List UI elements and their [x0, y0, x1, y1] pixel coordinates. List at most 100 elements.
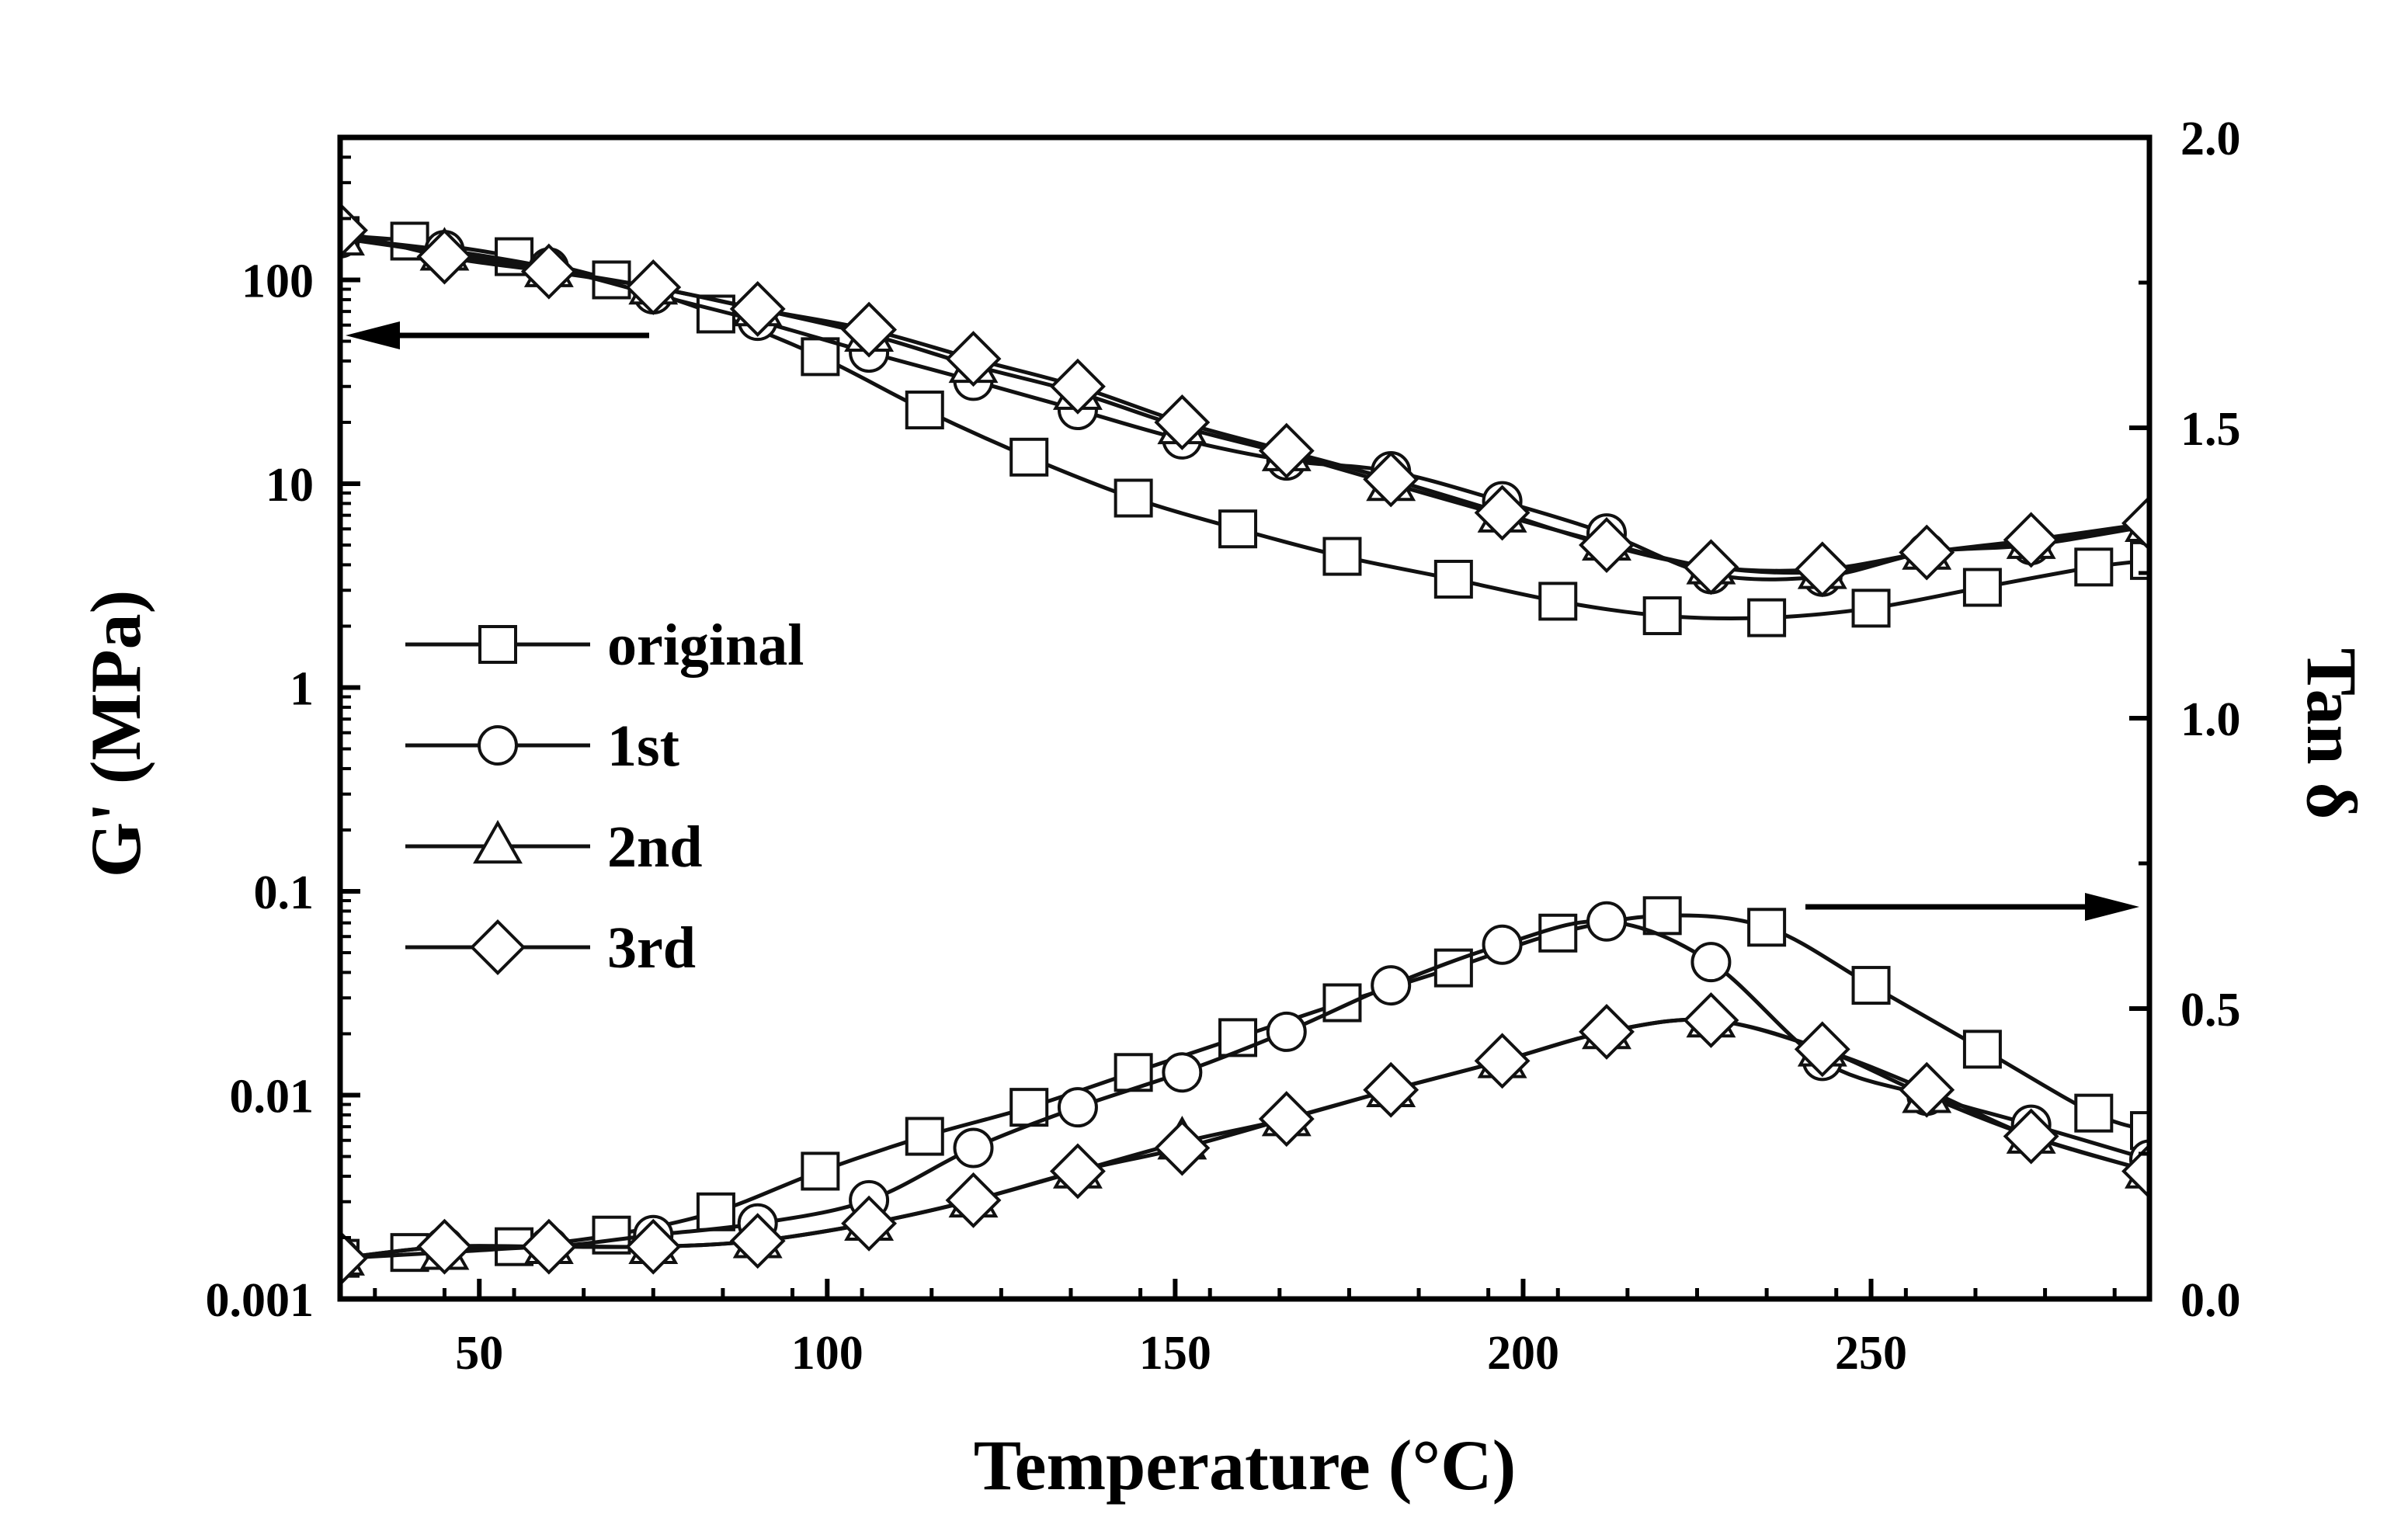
data-point-diamond: [625, 259, 682, 315]
data-point-circle: [1371, 965, 1412, 1006]
data-point-diamond: [1363, 451, 1419, 508]
y-right-tick-label: 0.0: [2180, 1274, 2241, 1327]
data-point-square: [2074, 547, 2114, 587]
y-left-tick-label: 1: [290, 662, 314, 715]
data-point-diamond: [2121, 1143, 2149, 1200]
legend-label: 3rd: [607, 915, 696, 981]
legend: original 1st 2nd 3rd: [405, 613, 804, 981]
y-left-tick-label: 0.001: [206, 1274, 314, 1327]
legend-entry-original: original: [405, 613, 804, 678]
data-point-diamond: [340, 1230, 368, 1287]
y-right-tick-label: 1.5: [2180, 403, 2241, 456]
x-axis-title: Temperature (°C): [974, 1426, 1517, 1505]
data-point-diamond: [1258, 422, 1315, 479]
series-3rd-storage-modulus: [340, 202, 2149, 598]
legend-marker-square-icon: [478, 625, 517, 664]
data-point-diamond: [945, 331, 1002, 387]
y-left-tick-label: 0.01: [230, 1070, 314, 1123]
x-tick-label: 250: [1835, 1327, 1907, 1380]
x-tick-label: 100: [791, 1327, 863, 1380]
data-point-diamond: [416, 1218, 473, 1275]
data-point-diamond: [945, 1172, 1002, 1228]
arrow-head: [2085, 893, 2139, 921]
data-point-square: [2130, 540, 2149, 580]
series-3rd-tan-delta: [340, 992, 2149, 1287]
data-point-diamond: [1049, 1143, 1106, 1200]
data-point-diamond: [841, 1195, 898, 1252]
axis-text-layer: Temperature (°C) G' (MPa) Tan δ: [76, 590, 2372, 1505]
data-point-diamond: [1474, 1033, 1531, 1089]
data-point-square: [801, 337, 840, 377]
data-point-square: [905, 391, 944, 430]
data-point-diamond: [1683, 992, 1739, 1048]
x-tick-label: 200: [1487, 1327, 1559, 1380]
data-point-square: [1747, 598, 1787, 637]
y-right-tick-label: 0.5: [2180, 984, 2241, 1037]
series-layer: [340, 202, 2149, 1287]
legend-entry-3rd: 3rd: [405, 915, 696, 981]
data-point-diamond: [1049, 358, 1106, 415]
data-point-square: [1851, 589, 1891, 628]
data-point-square: [1747, 908, 1787, 947]
data-point-diamond: [1363, 1061, 1419, 1118]
legend-label: 1st: [607, 714, 679, 779]
data-point-circle: [953, 1127, 994, 1169]
data-point-diamond: [520, 243, 577, 300]
data-point-diamond: [729, 1213, 786, 1269]
data-point-square: [1962, 1030, 2002, 1069]
data-point-diamond: [1154, 1120, 1211, 1176]
y-left-tick-label: 0.1: [254, 866, 314, 919]
data-point-square: [1642, 896, 1682, 936]
data-point-square: [1851, 966, 1891, 1005]
data-point-diamond: [1579, 1003, 1635, 1060]
data-point-diamond: [1899, 524, 1955, 581]
data-point-square: [2074, 1093, 2114, 1133]
y-left-axis-title: G' (MPa): [76, 590, 155, 877]
legend-entry-2nd: 2nd: [405, 814, 703, 880]
data-point-circle: [1162, 1052, 1203, 1093]
legend-marker-circle-icon: [478, 725, 518, 766]
data-point-square: [1009, 437, 1049, 477]
data-point-diamond: [1474, 484, 1531, 541]
axes-layer: 50 100 150 200 250 0.001 0.01 0.1 1 10 100 0.0 0.5 1.…: [206, 113, 2241, 1380]
data-point-square: [1642, 596, 1682, 636]
data-point-square: [1114, 478, 1153, 518]
data-point-diamond: [729, 280, 786, 337]
data-point-square: [696, 1192, 735, 1231]
data-point-circle: [1266, 1011, 1307, 1052]
data-point-diamond: [1154, 394, 1211, 450]
arrow-right-tandelta: [1805, 893, 2139, 921]
data-point-square: [1218, 509, 1258, 549]
y-right-tick-label: 1.0: [2180, 693, 2241, 746]
data-point-square: [905, 1116, 944, 1156]
legend-label: 2nd: [607, 814, 703, 880]
data-point-circle: [1690, 942, 1732, 983]
data-point-diamond: [2003, 1108, 2059, 1165]
data-point-diamond: [1899, 1061, 1955, 1118]
arrow-left-gprime: [346, 321, 649, 349]
data-point-square: [1538, 913, 1578, 953]
y-left-tick-label: 10: [266, 459, 314, 512]
data-point-diamond: [625, 1218, 682, 1275]
legend-label: original: [607, 613, 804, 678]
data-point-diamond: [2003, 512, 2059, 568]
data-point-diamond: [2121, 495, 2149, 551]
x-tick-label: 50: [455, 1327, 503, 1380]
data-point-square: [1538, 582, 1578, 621]
data-point-circle: [1482, 924, 1523, 965]
data-point-square: [1962, 568, 2002, 607]
data-point-square: [1322, 537, 1362, 576]
data-point-diamond: [1794, 541, 1850, 598]
data-point-square: [1433, 559, 1473, 599]
y-left-tick-label: 100: [241, 255, 314, 307]
x-tick-label: 150: [1139, 1327, 1211, 1380]
data-point-square: [2130, 1111, 2149, 1151]
y-right-axis-title: Tan δ: [2292, 648, 2372, 820]
data-point-circle: [1586, 901, 1627, 942]
arrow-head: [346, 321, 400, 349]
y-right-tick-label: 2.0: [2180, 113, 2241, 165]
data-point-diamond: [1258, 1091, 1315, 1148]
legend-marker-diamond-icon: [470, 919, 526, 975]
annotation-layer: [346, 321, 2139, 921]
